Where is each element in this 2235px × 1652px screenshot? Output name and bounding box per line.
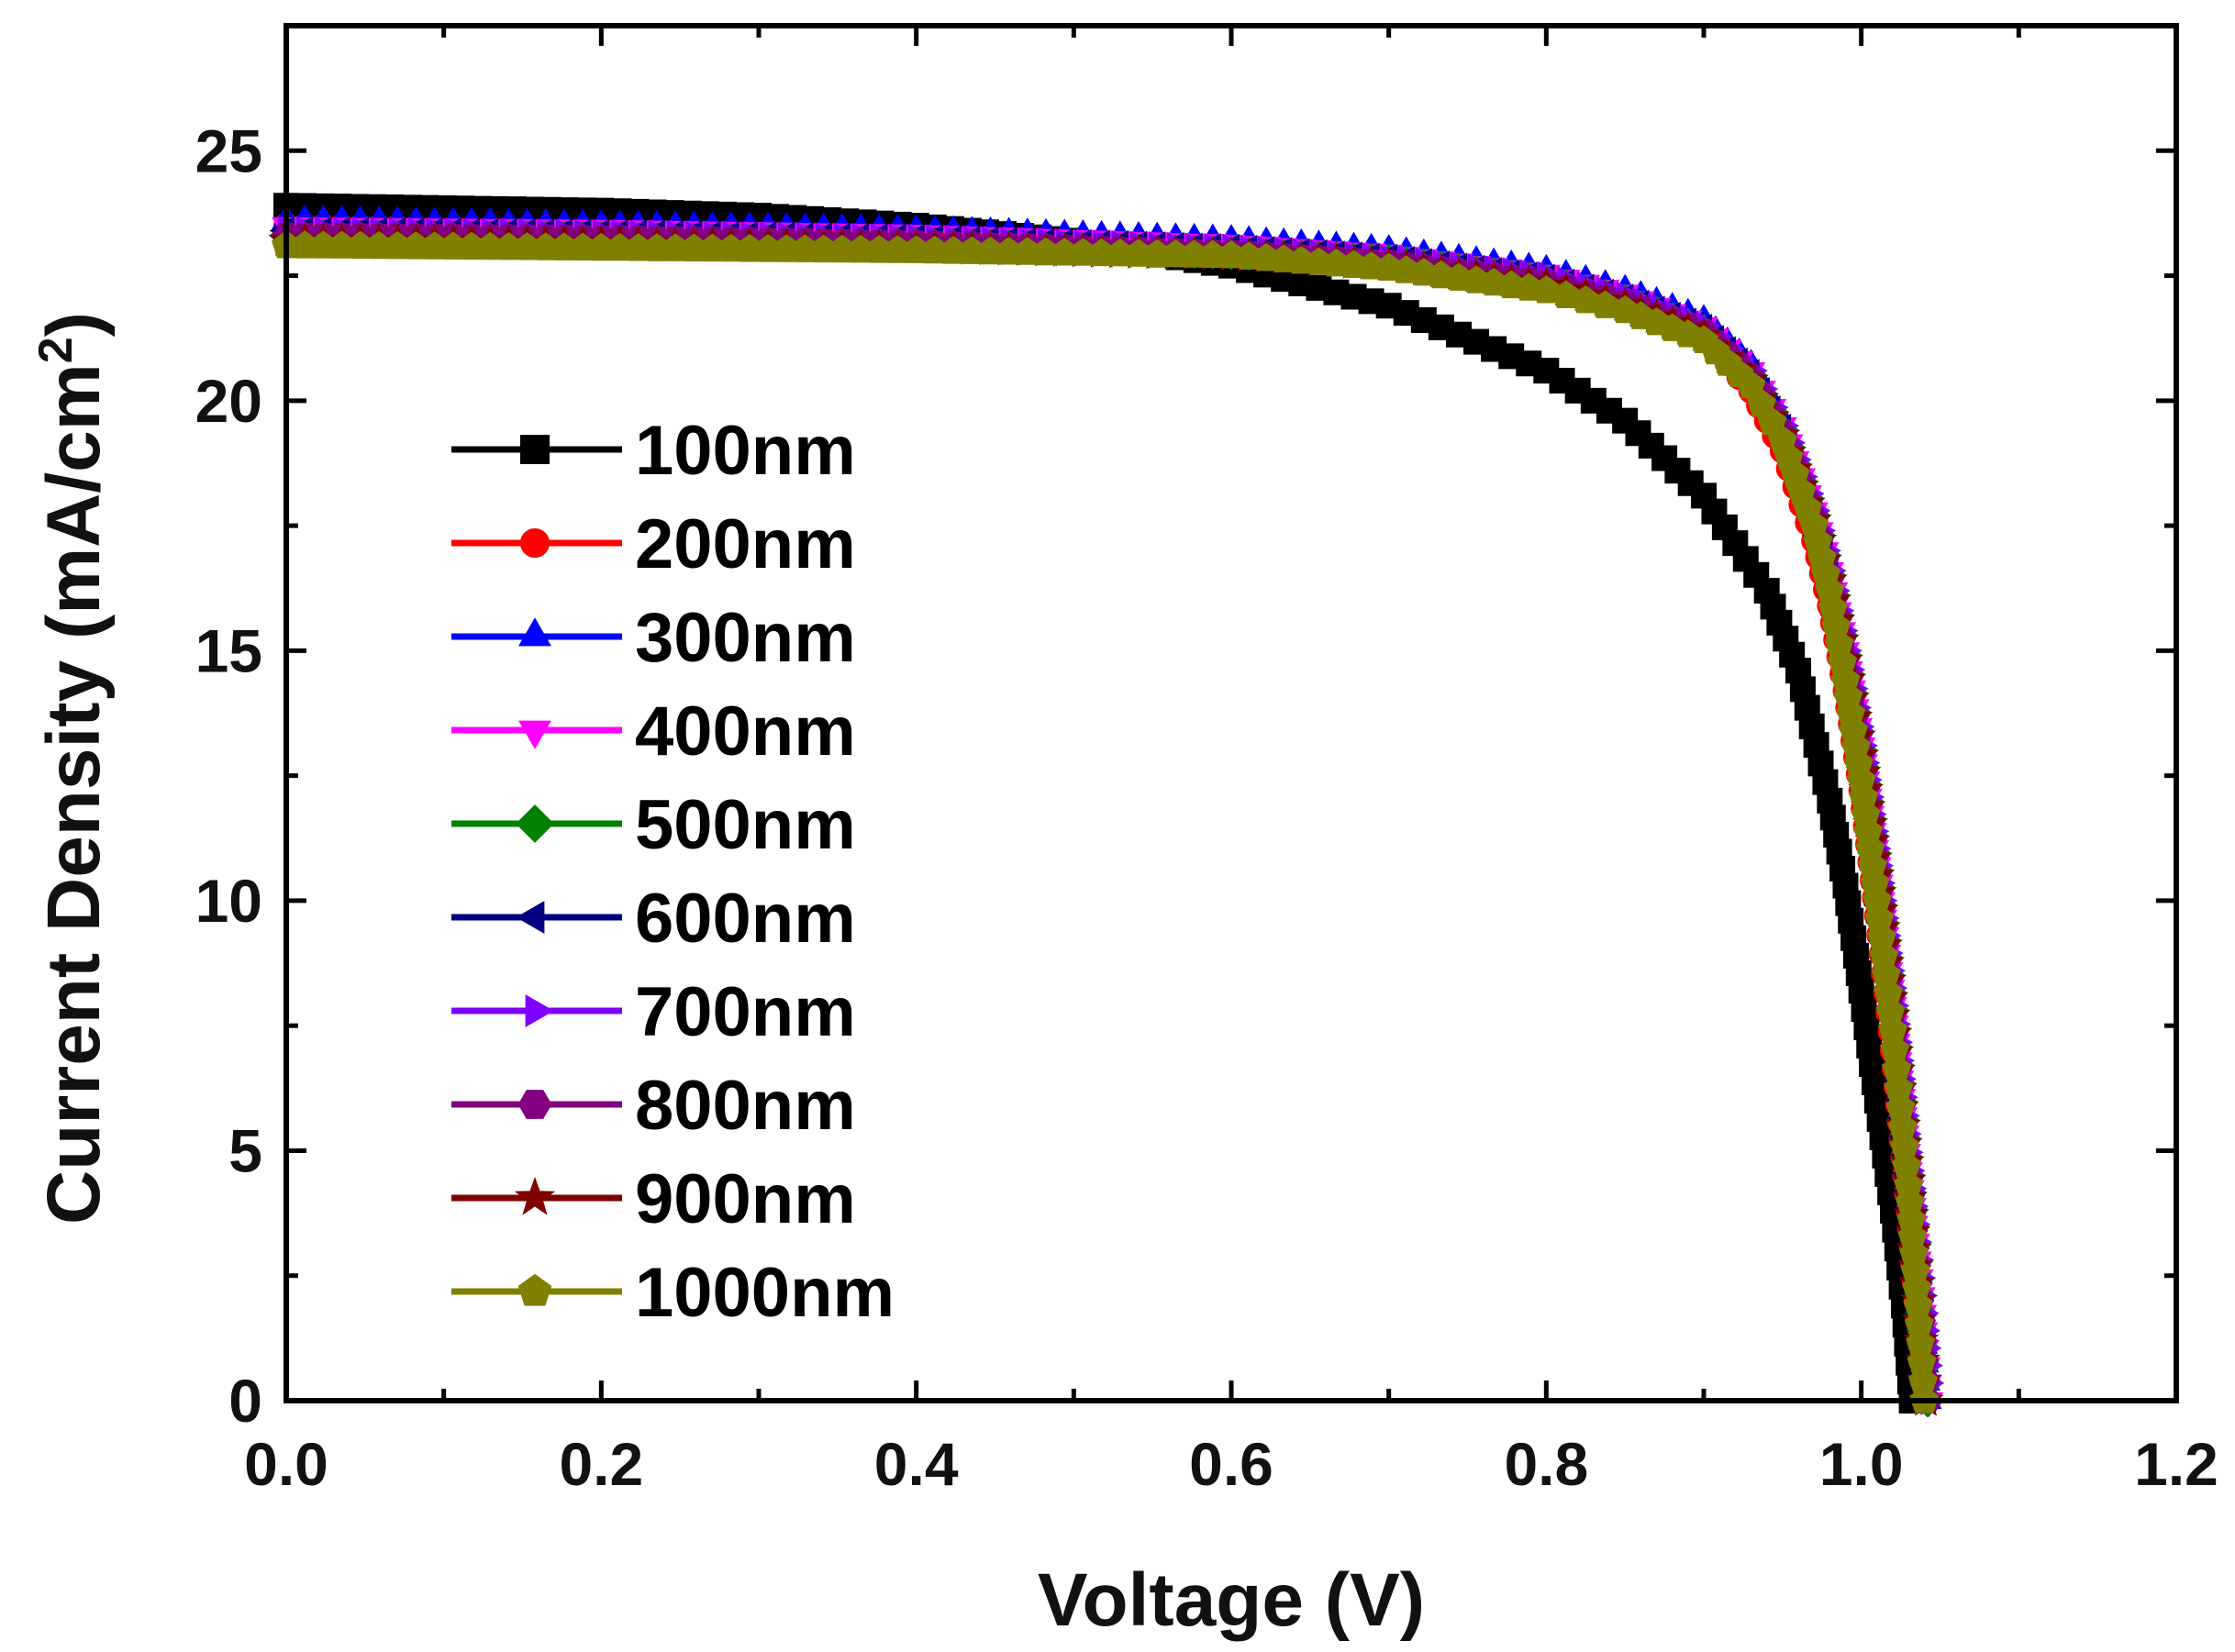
legend-marker (514, 1176, 556, 1215)
x-tick-label: 0.6 (1189, 1430, 1273, 1498)
legend-label: 1000nm (635, 1254, 895, 1332)
x-tick-label: 1.0 (1819, 1430, 1904, 1498)
y-axis-title-superscript: 2 (29, 337, 83, 363)
y-tick-label: 5 (228, 1116, 262, 1184)
legend-label: 300nm (635, 599, 856, 677)
legend-label: 700nm (635, 973, 856, 1051)
legend-label: 900nm (635, 1160, 856, 1238)
y-tick-label: 0 (228, 1367, 262, 1435)
legend-marker (517, 1090, 552, 1119)
legend-marker (516, 804, 554, 843)
legend-item-800nm: 800nm (451, 1067, 856, 1145)
legend-item-300nm: 300nm (451, 599, 856, 677)
legend-label: 500nm (635, 786, 856, 864)
x-tick-label: 0.8 (1504, 1430, 1588, 1498)
y-tick-label: 15 (195, 616, 262, 684)
x-tick-label: 1.2 (2134, 1430, 2218, 1498)
legend-label: 400nm (635, 693, 856, 771)
series-600nm (269, 216, 1936, 1415)
legend-label: 800nm (635, 1067, 856, 1145)
legend-item-600nm: 600nm (451, 880, 856, 958)
series-100nm (273, 193, 1925, 1414)
legend-label: 600nm (635, 880, 856, 958)
legend-marker (518, 617, 551, 647)
y-tick-label: 20 (195, 367, 262, 435)
y-tick-label: 25 (195, 116, 262, 184)
plot-layer (268, 193, 1946, 1418)
legend-marker (525, 994, 554, 1027)
y-tick-label: 10 (195, 867, 262, 935)
legend-item-900nm: 900nm (451, 1160, 856, 1238)
series-200nm (273, 213, 1938, 1414)
legend-item-500nm: 500nm (451, 786, 856, 864)
legend-item-700nm: 700nm (451, 973, 856, 1051)
legend-label: 100nm (635, 412, 856, 490)
legend-marker (517, 1273, 552, 1306)
series-300nm (272, 204, 1942, 1410)
legend-item-200nm: 200nm (451, 505, 856, 583)
series-line-100nm (285, 203, 1915, 1402)
legend-item-1000nm: 1000nm (451, 1254, 895, 1332)
x-tick-label: 0.2 (559, 1430, 643, 1498)
x-axis-title: Voltage (V) (1038, 1558, 1425, 1642)
legend-label: 200nm (635, 505, 856, 583)
axes: 0.0 0.2 0.4 0.6 0.8 1.0 1.2 0 5 10 15 20 25 (195, 23, 2218, 1498)
legend-marker (520, 435, 550, 464)
legend-marker (520, 528, 550, 558)
legend: 100nm 200nm 300nm 400nm 500nm 600nm 700nm 800nm… (451, 412, 895, 1332)
legend-marker (516, 901, 545, 934)
legend-item-400nm: 400nm (451, 693, 856, 771)
series-1000nm (272, 229, 1940, 1414)
y-axis-title: Current Density (mA/cm2) (29, 312, 116, 1225)
legend-marker (518, 720, 551, 749)
y-axis-title-close: ) (32, 312, 116, 337)
y-axis-title-main: Current Density (mA/cm (32, 363, 116, 1225)
legend-item-100nm: 100nm (451, 412, 856, 490)
x-tick-label: 0.0 (244, 1430, 328, 1498)
x-tick-label: 0.4 (874, 1430, 959, 1498)
